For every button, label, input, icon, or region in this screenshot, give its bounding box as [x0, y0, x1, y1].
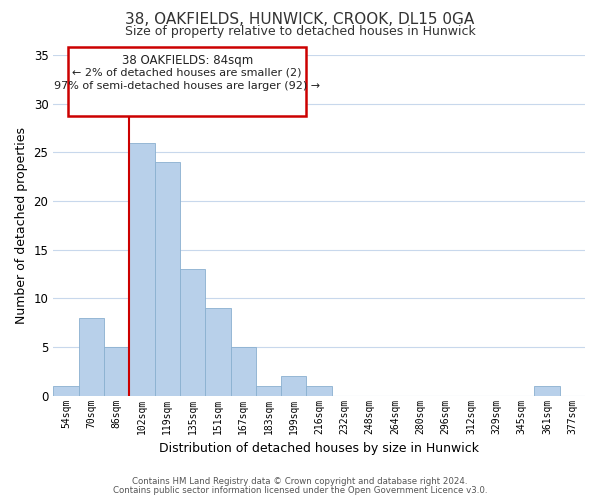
X-axis label: Distribution of detached houses by size in Hunwick: Distribution of detached houses by size …: [159, 442, 479, 455]
Text: 97% of semi-detached houses are larger (92) →: 97% of semi-detached houses are larger (…: [54, 80, 320, 90]
Bar: [256, 386, 281, 396]
Text: ← 2% of detached houses are smaller (2): ← 2% of detached houses are smaller (2): [73, 68, 302, 78]
Text: Size of property relative to detached houses in Hunwick: Size of property relative to detached ho…: [125, 25, 475, 38]
Text: Contains HM Land Registry data © Crown copyright and database right 2024.: Contains HM Land Registry data © Crown c…: [132, 477, 468, 486]
Bar: [79, 318, 104, 396]
Text: Contains public sector information licensed under the Open Government Licence v3: Contains public sector information licen…: [113, 486, 487, 495]
Bar: [281, 376, 307, 396]
Bar: [205, 308, 230, 396]
Text: 38, OAKFIELDS, HUNWICK, CROOK, DL15 0GA: 38, OAKFIELDS, HUNWICK, CROOK, DL15 0GA: [125, 12, 475, 28]
Bar: [535, 386, 560, 396]
Text: 38 OAKFIELDS: 84sqm: 38 OAKFIELDS: 84sqm: [122, 54, 253, 66]
Bar: [180, 269, 205, 396]
Y-axis label: Number of detached properties: Number of detached properties: [15, 127, 28, 324]
Bar: [53, 386, 79, 396]
Bar: [129, 142, 155, 396]
Bar: [104, 347, 129, 396]
Bar: [155, 162, 180, 396]
Bar: [230, 347, 256, 396]
Bar: [307, 386, 332, 396]
